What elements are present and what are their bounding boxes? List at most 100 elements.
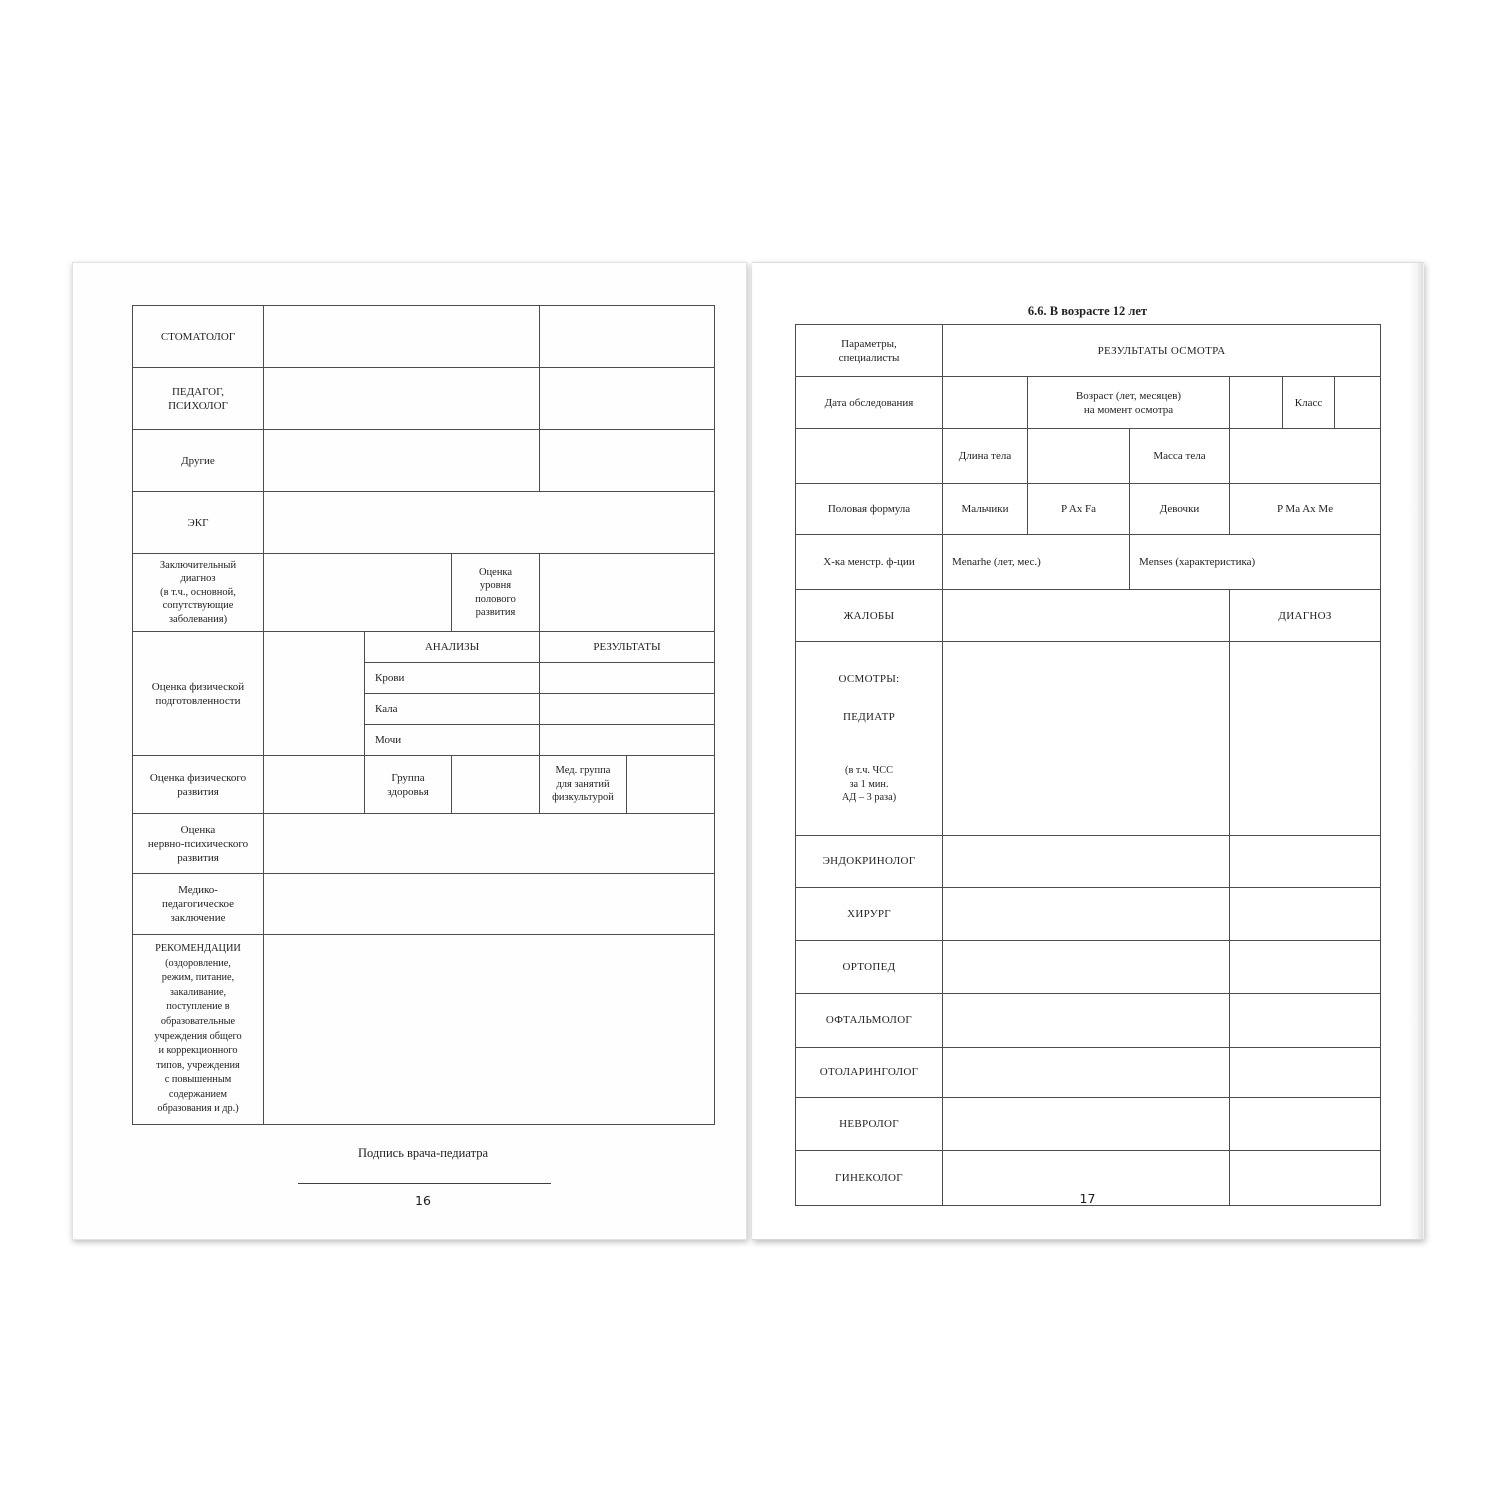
specialist-entry [942, 1149, 1230, 1206]
sexual-development-label: Оценка уровня полового развития [451, 553, 540, 632]
row-sex-formula: Половая формула Мальчики P Ax Fa Девочки… [795, 483, 1382, 535]
row-header: Параметры, специалисты РЕЗУЛЬТАТЫ ОСМОТР… [795, 324, 1382, 377]
specialist-label: ОФТАЛЬМОЛОГ [795, 992, 943, 1048]
drugie-entry [263, 429, 540, 492]
health-group-label: Группа здоровья [364, 755, 452, 814]
specialist-diagnosis [1228, 886, 1382, 941]
body-length-label: Длина тела [942, 428, 1028, 484]
pediatr-entry [942, 641, 1230, 836]
ekg-entry [263, 491, 715, 554]
page-edge-shadow [1408, 263, 1424, 1239]
physical-development-entry [263, 755, 365, 814]
row-ekg: ЭКГ [132, 491, 715, 554]
row-specialist: ХИРУРГ [795, 886, 1382, 941]
specialist-diagnosis [1228, 1046, 1382, 1098]
sex-formula-label: Половая формула [795, 483, 943, 535]
row-specialist: ЭНДОКРИНОЛОГ [795, 834, 1382, 888]
neuro-psych-label: Оценка нервно-психического развития [132, 813, 264, 874]
pediatr-diagnosis [1228, 641, 1382, 836]
specialist-entry [942, 834, 1230, 888]
stomatolog-entry [263, 305, 540, 368]
recommendations-label: РЕКОМЕНДАЦИИ (оздоровление, режим, питан… [132, 934, 264, 1125]
row-specialist: ОТОЛАРИНГОЛОГ [795, 1046, 1382, 1098]
section-title: 6.6. В возрасте 12 лет [1027, 304, 1148, 318]
analysis-blood-label: Крови [364, 662, 540, 694]
analysis-urine-result [539, 724, 715, 756]
specialist-diagnosis [1228, 834, 1382, 888]
body-mass-entry [1228, 428, 1382, 484]
stomatolog-label: СТОМАТОЛОГ [132, 305, 264, 368]
recommendations-entry [263, 934, 715, 1125]
med-group-entry [626, 755, 715, 814]
row-menstrual: Х-ка менстр. ф-ции Menarhe (лет, мес.) M… [795, 534, 1382, 590]
drugie-result [539, 429, 715, 492]
pediatr-note: (в т.ч. ЧСС за 1 мин. АД – 3 раза) [841, 765, 897, 803]
specialist-entry [942, 1096, 1230, 1151]
row-specialist: ОФТАЛЬМОЛОГ [795, 992, 1382, 1048]
specialist-entry [942, 992, 1230, 1048]
results-header: РЕЗУЛЬТАТЫ [539, 631, 715, 663]
row-neuro-psych: Оценка нервно-психического развития [132, 813, 715, 874]
final-diagnosis-entry [263, 553, 452, 632]
specialist-label: НЕВРОЛОГ [795, 1096, 943, 1151]
right-form-table: Параметры, специалисты РЕЗУЛЬТАТЫ ОСМОТР… [795, 324, 1382, 1206]
girls-formula: P Ma Ax Me [1228, 483, 1382, 535]
row-specialist: ОРТОПЕД [795, 939, 1382, 994]
row-physical-development: Оценка физического развития Группа здоро… [132, 755, 715, 814]
sexual-development-entry [539, 553, 715, 632]
age-entry [1229, 376, 1283, 429]
params-header: Параметры, специалисты [795, 324, 943, 377]
exams-label: ОСМОТРЫ: [838, 673, 900, 685]
complaints-entry [942, 589, 1230, 642]
girls-label: Девочки [1129, 483, 1230, 535]
menses-label: Menses (характеристика) [1128, 534, 1382, 590]
specialist-label: ЭНДОКРИНОЛОГ [795, 834, 943, 888]
row-final-diagnosis: Заключительный диагноз (в т.ч., основной… [132, 553, 715, 632]
specialist-diagnosis [1228, 1149, 1382, 1206]
complaints-label: ЖАЛОБЫ [795, 589, 943, 642]
analysis-urine-label: Мочи [364, 724, 540, 756]
exams-pediatr-label: ОСМОТРЫ: ПЕДИАТР (в т.ч. ЧСС за 1 мин. А… [795, 641, 943, 836]
specialist-diagnosis [1228, 992, 1382, 1048]
row-pedagog: ПЕДАГОГ, ПСИХОЛОГ [132, 367, 715, 430]
page-number-left: 16 [415, 1193, 431, 1208]
pedagog-entry [263, 367, 540, 430]
med-ped-label: Медико- педагогическое заключение [132, 873, 264, 935]
analysis-stool-result [539, 693, 715, 725]
pedagog-result [539, 367, 715, 430]
row-exams-pediatr: ОСМОТРЫ: ПЕДИАТР (в т.ч. ЧСС за 1 мин. А… [795, 641, 1382, 836]
menstrual-label: Х-ка менстр. ф-ции [795, 534, 943, 590]
boys-label: Мальчики [942, 483, 1028, 535]
body-mass-label: Масса тела [1129, 428, 1230, 484]
specialist-label: ГИНЕКОЛОГ [795, 1149, 943, 1206]
row-specialist: ГИНЕКОЛОГ [795, 1149, 1382, 1206]
row-anthropometry: Длина тела Масса тела [795, 428, 1382, 484]
row-stomatolog: СТОМАТОЛОГ [132, 305, 715, 368]
ekg-label: ЭКГ [132, 491, 264, 554]
signature-line [298, 1183, 551, 1184]
page-number-right: 17 [1079, 1191, 1096, 1206]
specialist-label: ОРТОПЕД [795, 939, 943, 994]
drugie-label: Другие [132, 429, 264, 492]
body-length-entry [1027, 428, 1130, 484]
analyses-header: АНАЛИЗЫ [364, 631, 540, 663]
specialist-entry [942, 886, 1230, 941]
anthropometry-blank [795, 428, 943, 484]
health-group-entry [451, 755, 540, 814]
results-header: РЕЗУЛЬТАТЫ ОСМОТРА [941, 324, 1382, 377]
row-analysis-urine: Мочи [133, 724, 715, 756]
boys-formula: P Ax Fa [1027, 483, 1130, 535]
exam-date-entry [942, 376, 1028, 429]
specialist-diagnosis [1228, 1096, 1382, 1151]
row-exam-date: Дата обследования Возраст (лет, месяцев)… [795, 376, 1382, 429]
med-group-label: Мед. группа для занятий физкультурой [539, 755, 627, 814]
row-recommendations: РЕКОМЕНДАЦИИ (оздоровление, режим, питан… [132, 934, 715, 1125]
physical-fitness-label: Оценка физической подготовленности [132, 631, 264, 756]
pediatrician-signature-label: Подпись врача-педиатра [358, 1146, 488, 1160]
stomatolog-result [539, 305, 715, 368]
analysis-stool-label: Кала [364, 693, 540, 725]
class-label: Класс [1282, 376, 1335, 429]
row-complaints: ЖАЛОБЫ ДИАГНОЗ [795, 589, 1382, 642]
specialist-label: ХИРУРГ [795, 886, 943, 941]
